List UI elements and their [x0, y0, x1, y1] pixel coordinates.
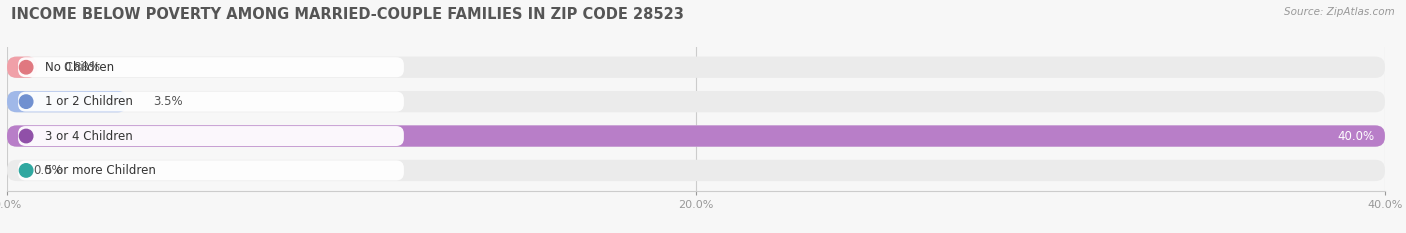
Text: 3 or 4 Children: 3 or 4 Children — [45, 130, 132, 143]
FancyBboxPatch shape — [7, 91, 128, 112]
FancyBboxPatch shape — [18, 161, 404, 180]
Text: 1 or 2 Children: 1 or 2 Children — [45, 95, 132, 108]
Circle shape — [20, 164, 32, 177]
FancyBboxPatch shape — [7, 160, 1385, 181]
FancyBboxPatch shape — [18, 92, 404, 112]
Text: No Children: No Children — [45, 61, 114, 74]
Text: 40.0%: 40.0% — [1337, 130, 1375, 143]
FancyBboxPatch shape — [18, 126, 404, 146]
Circle shape — [20, 129, 32, 143]
Text: 5 or more Children: 5 or more Children — [45, 164, 156, 177]
Text: Source: ZipAtlas.com: Source: ZipAtlas.com — [1284, 7, 1395, 17]
Circle shape — [20, 61, 32, 74]
FancyBboxPatch shape — [18, 57, 404, 77]
Circle shape — [20, 95, 32, 108]
Text: 0.0%: 0.0% — [32, 164, 62, 177]
FancyBboxPatch shape — [7, 57, 1385, 78]
FancyBboxPatch shape — [7, 91, 1385, 112]
FancyBboxPatch shape — [7, 57, 38, 78]
Text: INCOME BELOW POVERTY AMONG MARRIED-COUPLE FAMILIES IN ZIP CODE 28523: INCOME BELOW POVERTY AMONG MARRIED-COUPL… — [11, 7, 685, 22]
FancyBboxPatch shape — [7, 125, 1385, 147]
Text: 3.5%: 3.5% — [153, 95, 183, 108]
FancyBboxPatch shape — [7, 125, 1385, 147]
Text: 0.88%: 0.88% — [63, 61, 100, 74]
